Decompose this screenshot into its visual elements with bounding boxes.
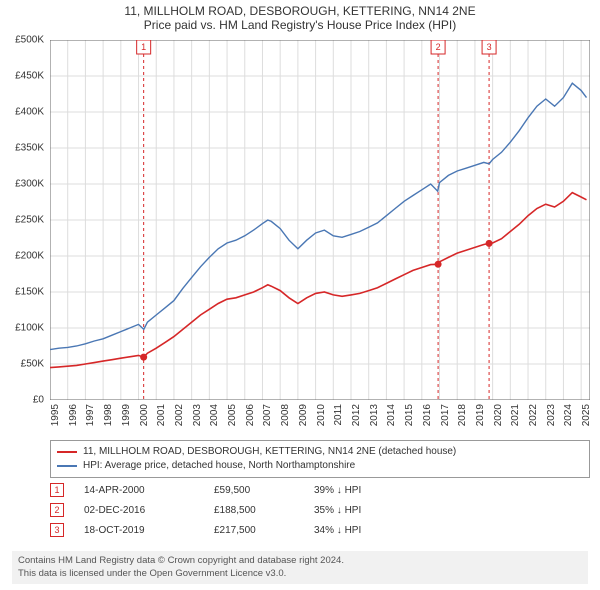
svg-text:2: 2 xyxy=(436,42,441,52)
x-tick-label: 2004 xyxy=(209,404,220,426)
marker-row: 1 14-APR-2000 £59,500 39% ↓ HPI xyxy=(50,483,590,497)
svg-text:1: 1 xyxy=(141,42,146,52)
x-tick-label: 2007 xyxy=(262,404,273,426)
sale-marker-dot xyxy=(486,240,493,247)
x-tick-label: 2012 xyxy=(351,404,362,426)
x-tick-label: 2020 xyxy=(493,404,504,426)
y-tick-label: £200K xyxy=(15,251,44,262)
x-tick-label: 2024 xyxy=(563,404,574,426)
y-tick-label: £50K xyxy=(21,359,44,370)
x-tick-label: 2000 xyxy=(139,404,150,426)
marker-row: 3 18-OCT-2019 £217,500 34% ↓ HPI xyxy=(50,523,590,537)
x-tick-label: 1995 xyxy=(50,404,61,426)
x-tick-label: 2019 xyxy=(475,404,486,426)
x-tick-label: 1997 xyxy=(85,404,96,426)
x-tick-label: 1996 xyxy=(68,404,79,426)
marker-badge: 3 xyxy=(50,523,64,537)
legend-item-property: 11, MILLHOLM ROAD, DESBOROUGH, KETTERING… xyxy=(57,445,583,459)
x-tick-label: 2002 xyxy=(174,404,185,426)
x-tick-label: 2025 xyxy=(581,404,592,426)
x-tick-label: 2008 xyxy=(280,404,291,426)
svg-text:3: 3 xyxy=(487,42,492,52)
legend-label: HPI: Average price, detached house, Nort… xyxy=(83,459,355,473)
x-tick-label: 2003 xyxy=(192,404,203,426)
x-tick-label: 2001 xyxy=(156,404,167,426)
x-tick-label: 2021 xyxy=(510,404,521,426)
sale-markers-table: 1 14-APR-2000 £59,500 39% ↓ HPI 2 02-DEC-2016… xyxy=(50,483,590,543)
x-tick-label: 2011 xyxy=(333,404,344,426)
x-tick-label: 2006 xyxy=(245,404,256,426)
x-tick-label: 2014 xyxy=(386,404,397,426)
x-tick-label: 2010 xyxy=(316,404,327,426)
y-axis: £0£50K£100K£150K£200K£250K£300K£350K£400… xyxy=(0,40,48,400)
x-tick-label: 2005 xyxy=(227,404,238,426)
attribution-footer: Contains HM Land Registry data © Crown c… xyxy=(12,551,588,584)
legend-label: 11, MILLHOLM ROAD, DESBOROUGH, KETTERING… xyxy=(83,445,456,459)
x-axis: 1995 1996 1997 1998 1999 2000 2001 2002 2003 2004… xyxy=(50,402,590,432)
x-tick-label: 2009 xyxy=(298,404,309,426)
footer-line2: This data is licensed under the Open Gov… xyxy=(18,568,582,580)
x-tick-label: 1998 xyxy=(103,404,114,426)
marker-price: £188,500 xyxy=(214,505,294,516)
y-tick-label: £250K xyxy=(15,215,44,226)
chart-title-line2: Price paid vs. HM Land Registry's House … xyxy=(0,18,600,32)
plot-svg: 1 2 3 xyxy=(50,40,590,400)
marker-price: £59,500 xyxy=(214,485,294,496)
x-tick-label: 2015 xyxy=(404,404,415,426)
y-tick-label: £100K xyxy=(15,323,44,334)
chart-title-line1: 11, MILLHOLM ROAD, DESBOROUGH, KETTERING… xyxy=(0,4,600,18)
marker-pct: 39% ↓ HPI xyxy=(314,485,414,496)
y-tick-label: £500K xyxy=(15,35,44,46)
y-tick-label: £400K xyxy=(15,107,44,118)
sale-marker-dot xyxy=(140,354,147,361)
x-tick-label: 2016 xyxy=(422,404,433,426)
footer-line1: Contains HM Land Registry data © Crown c… xyxy=(18,555,582,567)
legend: 11, MILLHOLM ROAD, DESBOROUGH, KETTERING… xyxy=(50,440,590,478)
marker-price: £217,500 xyxy=(214,525,294,536)
x-tick-label: 2013 xyxy=(369,404,380,426)
marker-badge: 2 xyxy=(50,503,64,517)
y-tick-label: £300K xyxy=(15,179,44,190)
sale-marker-dot xyxy=(435,261,442,268)
series-property xyxy=(50,193,587,368)
marker-date: 14-APR-2000 xyxy=(84,485,194,496)
legend-swatch xyxy=(57,451,77,453)
chart-title-block: 11, MILLHOLM ROAD, DESBOROUGH, KETTERING… xyxy=(0,0,600,32)
marker-pct: 34% ↓ HPI xyxy=(314,525,414,536)
y-tick-label: £150K xyxy=(15,287,44,298)
y-tick-label: £350K xyxy=(15,143,44,154)
x-tick-label: 1999 xyxy=(121,404,132,426)
marker-row: 2 02-DEC-2016 £188,500 35% ↓ HPI xyxy=(50,503,590,517)
series-hpi xyxy=(50,83,587,349)
x-tick-label: 2018 xyxy=(457,404,468,426)
plot-area: 1 2 3 xyxy=(50,40,590,400)
x-tick-label: 2017 xyxy=(440,404,451,426)
marker-pct: 35% ↓ HPI xyxy=(314,505,414,516)
y-tick-label: £450K xyxy=(15,71,44,82)
chart-container: 11, MILLHOLM ROAD, DESBOROUGH, KETTERING… xyxy=(0,0,600,590)
marker-badge: 1 xyxy=(50,483,64,497)
marker-date: 02-DEC-2016 xyxy=(84,505,194,516)
x-tick-label: 2022 xyxy=(528,404,539,426)
legend-swatch xyxy=(57,465,77,467)
x-tick-label: 2023 xyxy=(546,404,557,426)
marker-date: 18-OCT-2019 xyxy=(84,525,194,536)
y-tick-label: £0 xyxy=(33,395,44,406)
legend-item-hpi: HPI: Average price, detached house, Nort… xyxy=(57,459,583,473)
